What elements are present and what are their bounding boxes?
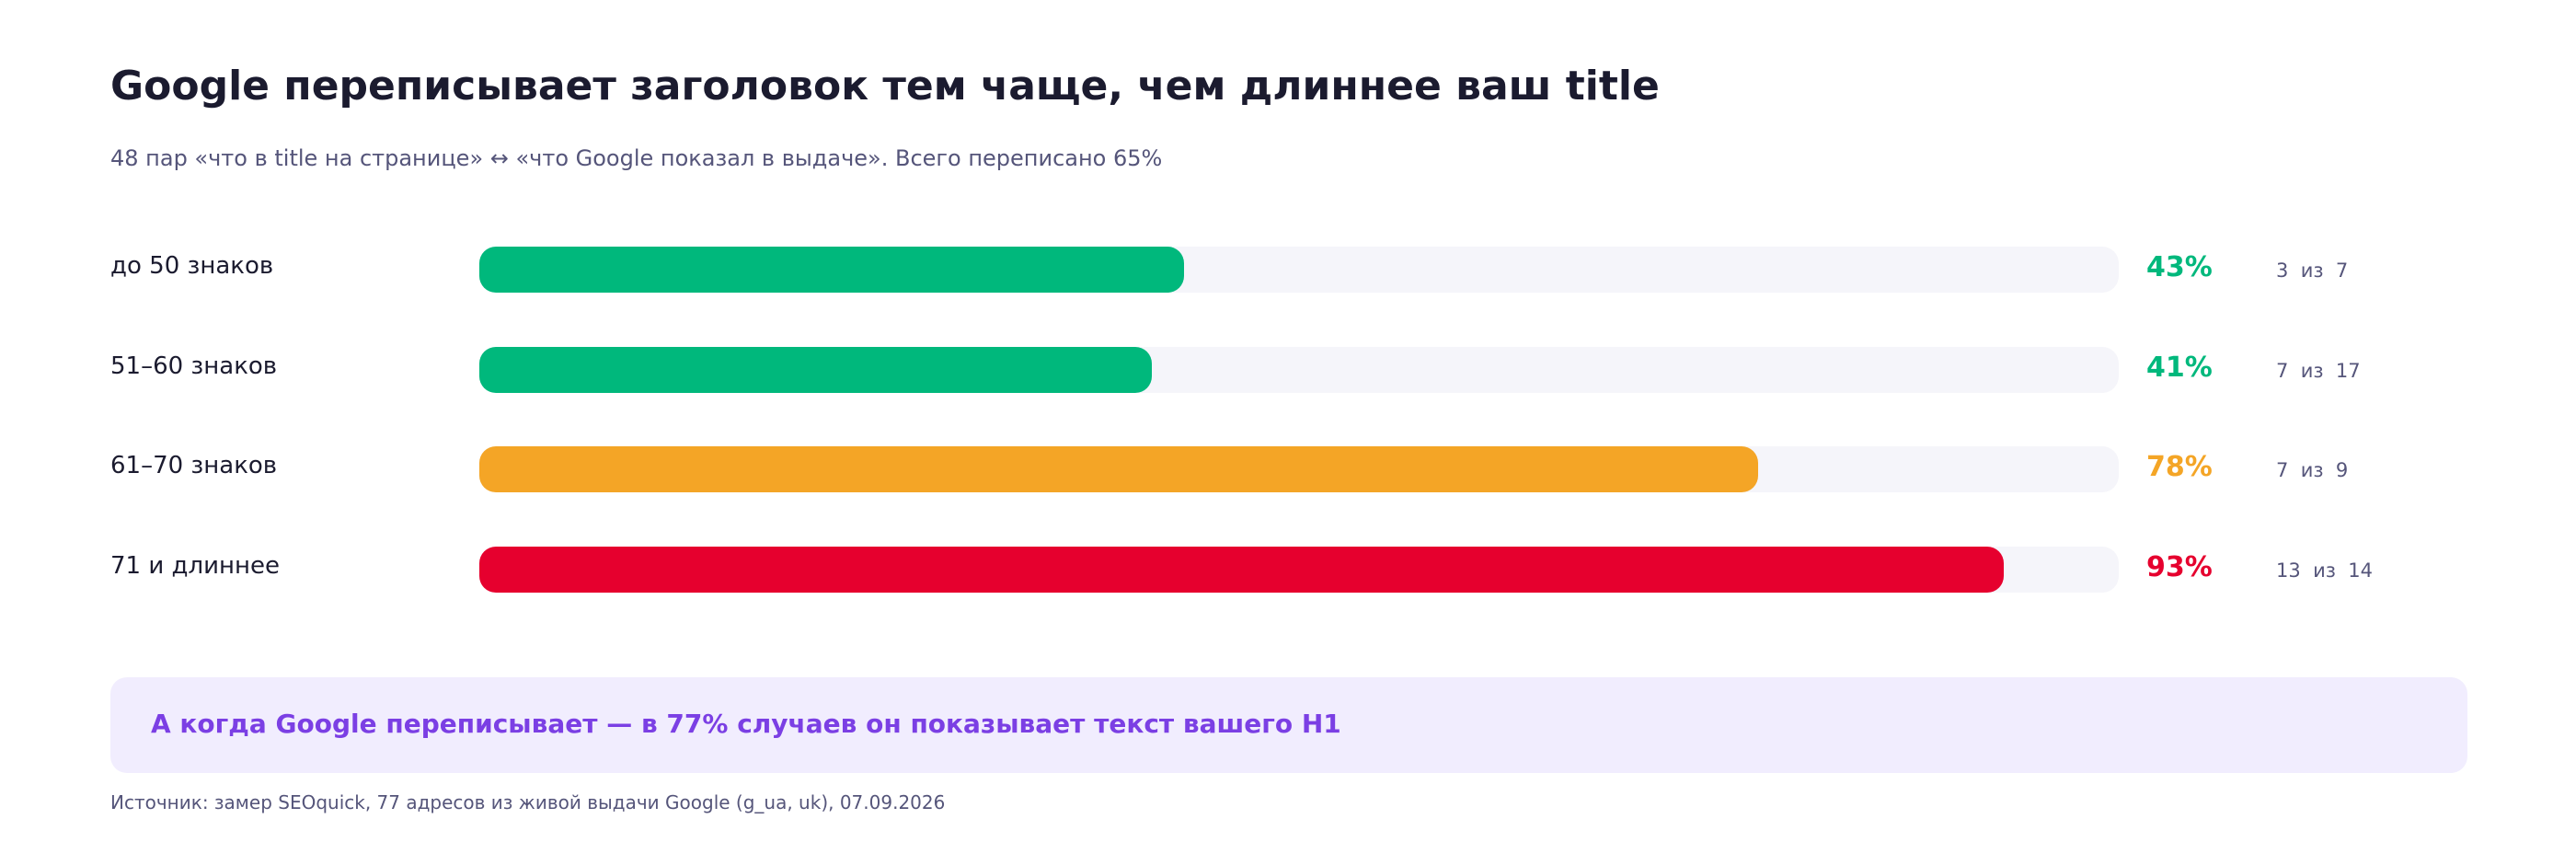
bar-track: [479, 546, 2119, 593]
callout-box: А когда Google переписывает — в 77% случ…: [110, 677, 2467, 773]
callout-text: А когда Google переписывает — в 77% случ…: [151, 709, 1341, 739]
bar: [479, 247, 1185, 293]
bar: [479, 346, 1152, 393]
value-label: 78%: [2146, 451, 2213, 483]
category-label: 51–60 знаков: [110, 352, 278, 380]
bar-row: до 50 знаков 43% 3 из 7: [0, 247, 2576, 293]
count-label: 13 из 14: [2276, 559, 2373, 582]
source-note: Источник: замер SEOquick, 77 адресов из …: [110, 791, 946, 813]
bar: [479, 446, 1758, 492]
count-label: 7 из 17: [2276, 359, 2361, 382]
bar-row: 61–70 знаков 78% 7 из 9: [0, 446, 2576, 492]
bar-track: [479, 446, 2119, 492]
category-label: 71 и длиннее: [110, 551, 280, 580]
value-label: 43%: [2146, 251, 2213, 283]
bar-track: [479, 247, 2119, 293]
value-label: 93%: [2146, 550, 2213, 583]
category-label: до 50 знаков: [110, 252, 274, 280]
bar: [479, 546, 2005, 593]
bar-track: [479, 346, 2119, 393]
chart-title: Google переписывает заголовок тем чаще, …: [110, 63, 1660, 110]
count-label: 3 из 7: [2276, 260, 2349, 282]
category-label: 61–70 знаков: [110, 452, 278, 479]
chart-subtitle: 48 пар «что в title на странице» ↔ «что …: [110, 145, 1163, 171]
bar-row: 51–60 знаков 41% 7 из 17: [0, 346, 2576, 393]
value-label: 41%: [2146, 351, 2213, 384]
bar-row: 71 и длиннее 93% 13 из 14: [0, 546, 2576, 593]
count-label: 7 из 9: [2276, 459, 2349, 481]
